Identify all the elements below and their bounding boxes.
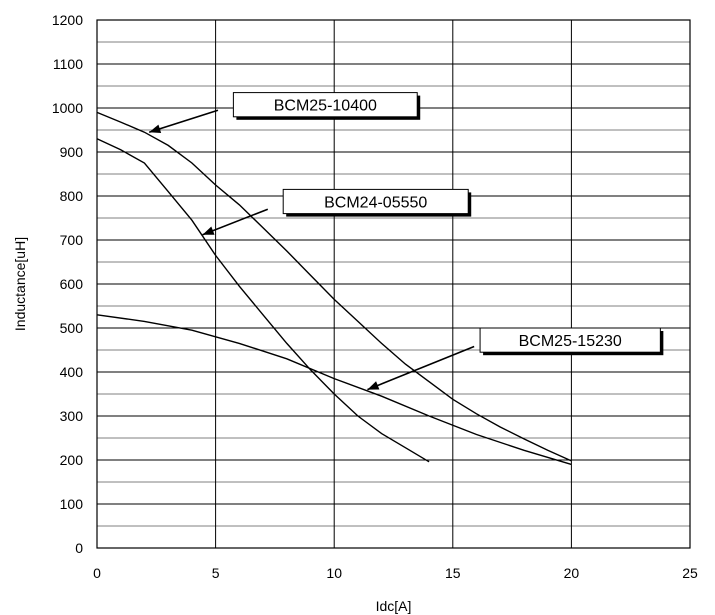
y-tick-label: 900: [60, 144, 84, 160]
x-axis-label: Idc[A]: [376, 598, 412, 614]
y-tick-label: 600: [60, 276, 84, 292]
y-tick-label: 500: [60, 320, 84, 336]
x-tick-label: 10: [326, 565, 342, 581]
callout-arrow-line: [148, 109, 219, 133]
callout-arrow-line: [202, 208, 269, 236]
y-axis-label: Inductance[uH]: [12, 237, 28, 331]
y-tick-label: 100: [60, 496, 84, 512]
x-tick-label: 15: [445, 565, 461, 581]
y-tick-label: 800: [60, 188, 84, 204]
callout-arrow-line: [367, 345, 475, 391]
x-tick-label: 5: [212, 565, 220, 581]
x-tick-label: 0: [93, 565, 101, 581]
y-tick-label: 0: [75, 540, 83, 556]
x-tick-label: 20: [564, 565, 580, 581]
x-axis-tick-labels: 0 5 10 15 20 25: [93, 565, 698, 581]
y-tick-label: 400: [60, 364, 84, 380]
callout-arrowhead: [202, 226, 215, 235]
callout-box: [282, 188, 469, 215]
callout-arrowhead: [367, 381, 380, 390]
series-line-bcm25-15230: [96, 314, 572, 466]
y-tick-label: 300: [60, 408, 84, 424]
series-line-bcm25-10400: [96, 111, 572, 462]
major-gridlines: [97, 20, 690, 548]
callout-arrowhead: [149, 124, 162, 134]
y-tick-label: 700: [60, 232, 84, 248]
series-line-bcm24-05550: [96, 138, 430, 463]
x-tick-label: 25: [682, 565, 698, 581]
y-tick-label: 1000: [52, 100, 83, 116]
y-tick-label: 1100: [53, 56, 83, 72]
y-axis-tick-labels: 0 100 200 300 400 500 600 700 800 900 1000 1100 1200: [52, 12, 83, 556]
callout-label: BCM25-10400: [274, 98, 377, 115]
series-lines: [96, 111, 572, 466]
y-tick-label: 1200: [52, 12, 83, 28]
series-callouts: BCM25-10400 BCM24-05550 BCM25-15230: [148, 92, 664, 391]
callout-label: BCM25-15230: [519, 333, 622, 350]
callout-box: [232, 92, 418, 118]
plot-area-border: [96, 19, 691, 549]
y-tick-label: 200: [60, 452, 84, 468]
callout-box: [479, 327, 661, 353]
callout-label: BCM24-05550: [324, 195, 427, 212]
minor-gridlines: [97, 41, 690, 527]
